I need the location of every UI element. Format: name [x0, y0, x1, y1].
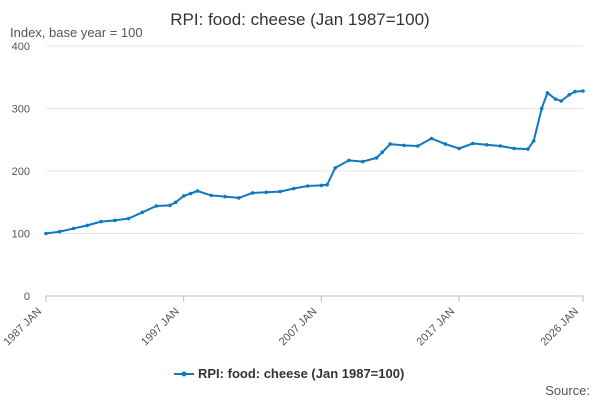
data-point-43: [553, 97, 558, 101]
data-point-45: [567, 93, 571, 97]
data-point-5: [113, 218, 117, 223]
data-point-39: [526, 147, 530, 151]
legend-swatch-marker: [181, 371, 187, 377]
chart-title: RPI: food: cheese (Jan 1987=100): [170, 10, 429, 29]
data-point-46: [573, 89, 577, 94]
data-point-18: [264, 190, 269, 195]
data-point-33: [443, 142, 448, 146]
legend[interactable]: RPI: food: cheese (Jan 1987=100): [174, 366, 404, 381]
series-group: [44, 89, 585, 236]
data-point-16: [237, 196, 241, 200]
data-point-8: [154, 204, 158, 208]
data-point-2: [71, 226, 76, 231]
y-tick-label-0: 0: [24, 291, 30, 303]
data-point-15: [223, 194, 227, 199]
data-point-14: [209, 193, 213, 198]
data-point-9: [168, 203, 172, 208]
x-tick-label-1: 1997 JAN: [139, 306, 182, 349]
gridlines: [46, 45, 583, 297]
data-point-21: [305, 184, 310, 188]
data-point-37: [498, 144, 503, 148]
data-point-23: [325, 183, 329, 187]
y-tick-label-1: 100: [12, 229, 30, 241]
data-point-11: [181, 194, 186, 198]
data-point-17: [250, 191, 255, 195]
data-point-12: [188, 191, 193, 196]
data-point-27: [374, 156, 379, 160]
legend-label: RPI: food: cheese (Jan 1987=100): [198, 366, 404, 381]
data-point-1: [58, 229, 62, 234]
data-point-4: [99, 219, 103, 224]
y-tick-label-4: 400: [12, 41, 30, 53]
data-point-41: [539, 106, 544, 111]
y-axis-label: Index, base year = 100: [10, 25, 143, 40]
data-point-13: [195, 189, 200, 193]
data-point-25: [347, 158, 351, 163]
data-point-6: [126, 216, 131, 221]
y-tick-label-3: 300: [12, 104, 30, 116]
data-point-0: [44, 231, 48, 236]
data-point-24: [333, 166, 338, 170]
x-tick-label-3: 2017 JAN: [415, 306, 458, 349]
data-point-28: [380, 150, 385, 155]
data-point-35: [471, 141, 475, 146]
data-point-34: [457, 146, 461, 151]
data-point-20: [292, 186, 296, 191]
data-point-7: [140, 210, 145, 215]
data-point-44: [559, 99, 563, 103]
y-axis-ticks: 0 100 200 300 400: [12, 41, 30, 303]
x-tick-label-0: 1987 JAN: [1, 306, 44, 349]
data-point-42: [545, 91, 550, 95]
data-point-29: [388, 142, 393, 146]
data-point-32: [429, 136, 434, 141]
x-tick-label-2: 2007 JAN: [277, 306, 320, 349]
data-point-10: [173, 200, 178, 205]
data-point-19: [278, 189, 282, 194]
source-label: Source:: [545, 383, 590, 398]
series-line-0: [45, 90, 584, 235]
data-point-22: [319, 183, 324, 188]
data-point-30: [402, 143, 406, 148]
data-point-26: [360, 159, 365, 164]
data-point-31: [416, 144, 420, 148]
data-point-38: [512, 146, 516, 151]
y-tick-label-2: 200: [12, 166, 30, 178]
x-tick-label-4: 2026 JAN: [538, 306, 581, 349]
data-point-36: [484, 143, 489, 147]
data-point-40: [531, 139, 536, 143]
x-axis: 1987 JAN 1997 JAN 2007 JAN 2017 JAN 2026 JAN: [1, 296, 584, 349]
data-point-47: [581, 89, 585, 93]
data-point-3: [85, 223, 90, 228]
